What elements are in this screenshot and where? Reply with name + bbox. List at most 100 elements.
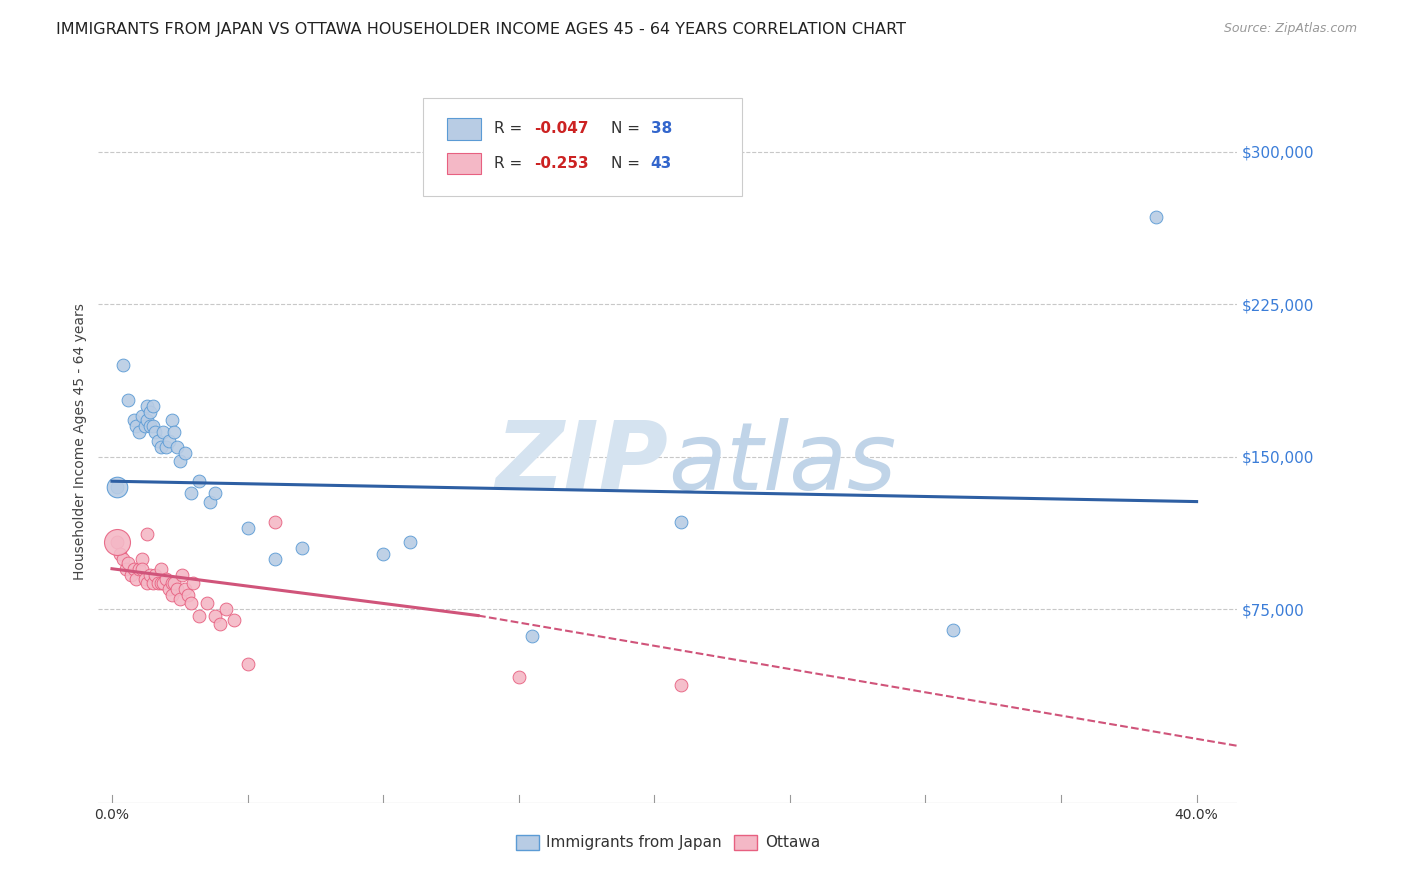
FancyBboxPatch shape [447, 153, 481, 174]
Point [236, 657, 259, 672]
Point [142, 576, 165, 591]
Point [671, 515, 693, 529]
Point [136, 527, 159, 541]
Point [177, 588, 200, 602]
Point [107, 535, 129, 549]
Point [145, 567, 167, 582]
Point [222, 613, 245, 627]
Point [263, 515, 285, 529]
Text: -0.047: -0.047 [534, 121, 589, 136]
Point [204, 486, 226, 500]
Text: 38: 38 [651, 121, 672, 136]
Point [671, 678, 693, 692]
Point [942, 623, 965, 637]
Point [136, 399, 159, 413]
Point [120, 567, 142, 582]
Point [142, 399, 165, 413]
Point [108, 548, 131, 562]
Point [152, 425, 174, 440]
Point [146, 434, 169, 448]
Point [136, 413, 159, 427]
Text: IMMIGRANTS FROM JAPAN VS OTTAWA HOUSEHOLDER INCOME AGES 45 - 64 YEARS CORRELATIO: IMMIGRANTS FROM JAPAN VS OTTAWA HOUSEHOL… [56, 22, 907, 37]
Text: ZIP: ZIP [495, 417, 668, 509]
Point [157, 434, 180, 448]
Point [139, 419, 162, 434]
Point [117, 392, 139, 407]
Point [209, 616, 232, 631]
Text: -0.253: -0.253 [534, 156, 589, 171]
Point [146, 576, 169, 591]
FancyBboxPatch shape [423, 98, 742, 196]
Point [172, 567, 194, 582]
Point [166, 440, 188, 454]
Point [136, 576, 159, 591]
Point [1144, 210, 1167, 224]
Point [174, 446, 197, 460]
Point [371, 548, 394, 562]
Point [128, 562, 150, 576]
Point [107, 480, 129, 494]
Text: atlas: atlas [668, 417, 896, 508]
Point [169, 592, 191, 607]
Point [166, 582, 188, 596]
Point [107, 480, 129, 494]
Point [399, 535, 422, 549]
Point [236, 521, 259, 535]
Point [149, 562, 172, 576]
Point [155, 440, 177, 454]
FancyBboxPatch shape [447, 118, 481, 139]
Point [204, 608, 226, 623]
Point [139, 405, 162, 419]
Point [163, 576, 186, 591]
Point [117, 556, 139, 570]
Point [107, 535, 129, 549]
Point [111, 551, 134, 566]
Point [134, 419, 156, 434]
Y-axis label: Householder Income Ages 45 - 64 years: Householder Income Ages 45 - 64 years [73, 303, 87, 580]
Point [291, 541, 314, 556]
Point [142, 419, 165, 434]
Point [125, 572, 148, 586]
Point [215, 602, 238, 616]
Point [125, 419, 148, 434]
Point [187, 608, 209, 623]
Point [149, 576, 172, 591]
Point [522, 629, 544, 643]
Point [145, 425, 167, 440]
Point [139, 567, 162, 582]
Point [149, 440, 172, 454]
Point [131, 562, 153, 576]
Point [198, 494, 221, 508]
Legend: Immigrants from Japan, Ottawa: Immigrants from Japan, Ottawa [509, 829, 827, 856]
Point [169, 454, 191, 468]
Text: R =: R = [494, 156, 527, 171]
Text: 43: 43 [651, 156, 672, 171]
Point [131, 551, 153, 566]
Point [111, 358, 134, 372]
Point [128, 425, 150, 440]
Text: N =: N = [612, 156, 645, 171]
Point [122, 562, 145, 576]
Point [114, 562, 136, 576]
Point [152, 576, 174, 591]
Point [180, 486, 202, 500]
Point [174, 582, 197, 596]
Point [195, 596, 218, 610]
Point [183, 576, 205, 591]
Point [134, 572, 156, 586]
Point [160, 576, 183, 591]
Point [160, 413, 183, 427]
Text: Source: ZipAtlas.com: Source: ZipAtlas.com [1223, 22, 1357, 36]
Point [157, 582, 180, 596]
Point [187, 474, 209, 488]
Text: N =: N = [612, 121, 645, 136]
Point [131, 409, 153, 423]
Point [180, 596, 202, 610]
Point [160, 588, 183, 602]
Point [163, 425, 186, 440]
Point [508, 670, 530, 684]
Point [263, 551, 285, 566]
Point [122, 413, 145, 427]
Text: R =: R = [494, 121, 527, 136]
Point [155, 572, 177, 586]
